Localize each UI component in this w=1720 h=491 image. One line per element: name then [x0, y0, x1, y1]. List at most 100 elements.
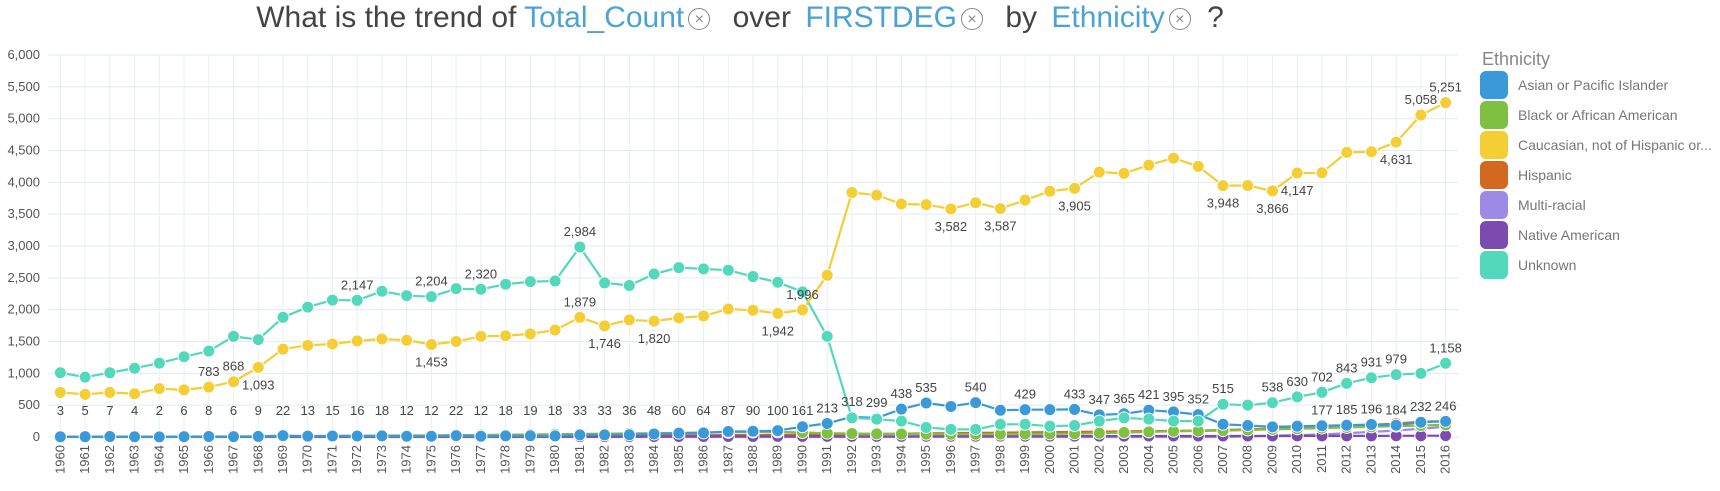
legend-label: Native American — [1518, 227, 1620, 243]
data-labels: 3 5 7 4 2 6 8 6 9 22 13 15 16 18 12 12 22 12 18 19 18 33 33 36 4… — [57, 80, 1462, 418]
data-point — [573, 310, 587, 324]
data-label: 4,631 — [1380, 152, 1413, 167]
data-point — [1315, 166, 1329, 180]
data-point — [128, 430, 142, 444]
data-point — [325, 337, 339, 351]
data-point — [894, 197, 908, 211]
data-point — [1018, 417, 1032, 431]
data-point — [795, 303, 809, 317]
data-point — [474, 429, 488, 443]
data-point — [1092, 414, 1106, 428]
data-point — [301, 300, 315, 314]
x-tick-label: 1975 — [423, 445, 438, 474]
x-tick-label: 2010 — [1289, 445, 1304, 474]
y-tick-label: 3,500 — [7, 206, 40, 221]
x-tick-label: 1994 — [893, 445, 908, 474]
data-point — [1167, 414, 1181, 428]
legend-item[interactable]: Hispanic — [1480, 160, 1720, 190]
data-point — [1265, 396, 1279, 410]
data-point — [400, 429, 414, 443]
data-point — [276, 342, 290, 356]
data-point — [845, 186, 859, 200]
legend-item[interactable]: Caucasian, not of Hispanic or... — [1480, 130, 1720, 160]
data-point — [795, 420, 809, 434]
data-point — [1068, 181, 1082, 195]
question-title: What is the trend of Total_Count × over F… — [0, 0, 1480, 38]
data-label: 347 — [1088, 392, 1110, 407]
group-token[interactable]: Ethnicity — [1051, 1, 1165, 34]
data-point — [53, 385, 67, 399]
data-label: 16 — [350, 403, 364, 418]
x-tick-label: 1978 — [498, 445, 513, 474]
data-point — [251, 360, 265, 374]
y-tick-label: 1,500 — [7, 334, 40, 349]
y-tick-label: 1,000 — [7, 365, 40, 380]
data-point — [1117, 426, 1131, 440]
y-tick-label: 5,500 — [7, 79, 40, 94]
data-point — [499, 329, 513, 343]
data-label: 7 — [106, 403, 113, 418]
data-point — [944, 422, 958, 436]
data-point — [746, 303, 760, 317]
data-label: 540 — [965, 380, 987, 395]
legend-swatch — [1480, 131, 1508, 159]
data-point — [894, 414, 908, 428]
x-tick-label: 2015 — [1413, 445, 1428, 474]
x-tick-label: 2000 — [1042, 445, 1057, 474]
legend-item[interactable]: Multi-racial — [1480, 190, 1720, 220]
data-label: 12 — [474, 403, 488, 418]
data-label: 535 — [915, 380, 937, 395]
x-tick-label: 2014 — [1388, 445, 1403, 474]
data-label: 868 — [223, 359, 245, 374]
data-point — [1439, 414, 1453, 428]
data-label: 783 — [198, 364, 220, 379]
data-point — [944, 399, 958, 413]
data-point — [1216, 179, 1230, 193]
dimension-token[interactable]: FIRSTDEG — [805, 1, 957, 34]
y-tick-label: 5,000 — [7, 111, 40, 126]
x-tick-label: 2013 — [1363, 445, 1378, 474]
data-point — [1290, 390, 1304, 404]
data-point — [103, 430, 117, 444]
data-point — [301, 338, 315, 352]
measure-token[interactable]: Total_Count — [524, 1, 685, 34]
data-point — [251, 429, 265, 443]
data-point — [919, 396, 933, 410]
data-label: 421 — [1138, 387, 1160, 402]
data-point — [919, 198, 933, 212]
data-point — [177, 383, 191, 397]
legend-item[interactable]: Unknown — [1480, 250, 1720, 280]
data-label: 6 — [230, 403, 237, 418]
data-point — [1439, 96, 1453, 110]
data-point — [1340, 145, 1354, 159]
data-point — [1117, 411, 1131, 425]
data-label: 246 — [1435, 398, 1457, 413]
data-point — [1364, 371, 1378, 385]
data-point — [1414, 108, 1428, 122]
legend-item[interactable]: Native American — [1480, 220, 1720, 250]
data-point — [969, 396, 983, 410]
series-asian-or-pacific-islander — [53, 396, 1453, 444]
x-tick-label: 1982 — [597, 445, 612, 474]
data-point — [919, 420, 933, 434]
remove-group-icon[interactable]: × — [1168, 8, 1191, 31]
legend-item[interactable]: Asian or Pacific Islander — [1480, 70, 1720, 100]
data-point — [598, 319, 612, 333]
legend-swatch — [1480, 251, 1508, 279]
x-tick-label: 2001 — [1067, 445, 1082, 474]
legend-item[interactable]: Black or African American — [1480, 100, 1720, 130]
remove-measure-icon[interactable]: × — [688, 8, 711, 31]
x-tick-label: 1984 — [646, 445, 661, 474]
data-point — [424, 290, 438, 304]
data-label: 196 — [1361, 402, 1383, 417]
remove-dimension-icon[interactable]: × — [960, 8, 983, 31]
data-point — [820, 416, 834, 430]
data-point — [598, 276, 612, 290]
data-label: 48 — [647, 403, 661, 418]
x-tick-label: 2005 — [1166, 445, 1181, 474]
data-point — [78, 430, 92, 444]
data-point — [1340, 418, 1354, 432]
legend-label: Caucasian, not of Hispanic or... — [1518, 137, 1712, 153]
data-point — [276, 310, 290, 324]
data-point — [548, 323, 562, 337]
